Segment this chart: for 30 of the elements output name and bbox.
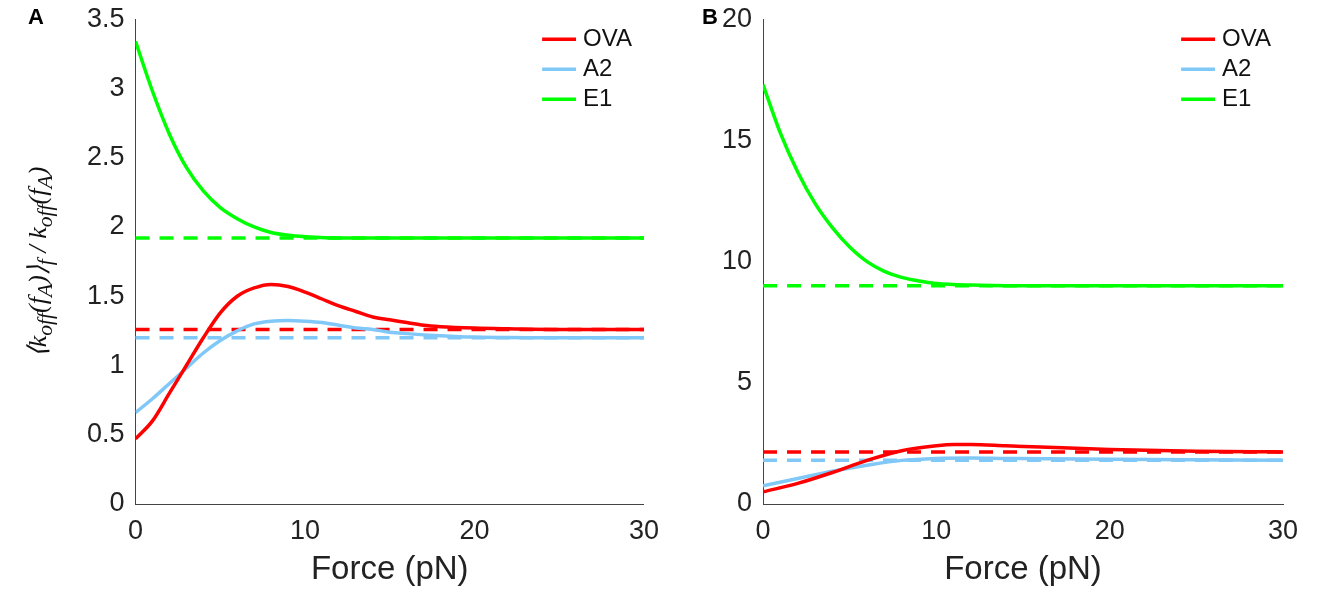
y-tick-label: 0 (109, 487, 125, 518)
y-tick-label: 5 (737, 366, 753, 397)
x-tick-label: 0 (128, 514, 144, 545)
x-tick-label: 10 (921, 514, 952, 545)
legend-label: E1 (1222, 83, 1252, 111)
y-tick-label: 15 (721, 123, 753, 154)
chart-title: A (28, 4, 44, 30)
x-tick-label: 20 (459, 514, 490, 545)
legend-label: OVA (583, 23, 632, 51)
y-tick-label: 10 (721, 245, 753, 276)
y-tick-label: 3.5 (86, 2, 125, 33)
y-tick-label: 0.5 (86, 418, 125, 449)
x-tick-label: 30 (628, 514, 660, 545)
legend-label: E1 (583, 83, 613, 111)
x-tick-label: 10 (289, 514, 321, 545)
x-tick-label: 20 (1094, 514, 1125, 545)
chart-title: B (702, 4, 718, 30)
y-tick-label: 2.5 (86, 141, 125, 172)
x-tick-label: 30 (1267, 514, 1299, 545)
y-tick-label: 20 (721, 2, 753, 33)
y-tick-label: 2 (109, 210, 125, 241)
y-tick-label: 3 (109, 71, 125, 102)
x-axis-title: Force (pN) (944, 549, 1102, 587)
y-tick-label: 1 (109, 348, 125, 379)
legend-label: A2 (1222, 53, 1252, 81)
y-tick-label: 1.5 (86, 279, 125, 310)
y-tick-label: 0 (737, 487, 753, 518)
legend-label: A2 (583, 53, 613, 81)
x-axis-title: Force (pN) (310, 549, 469, 587)
legend-label: OVA (1222, 23, 1271, 51)
